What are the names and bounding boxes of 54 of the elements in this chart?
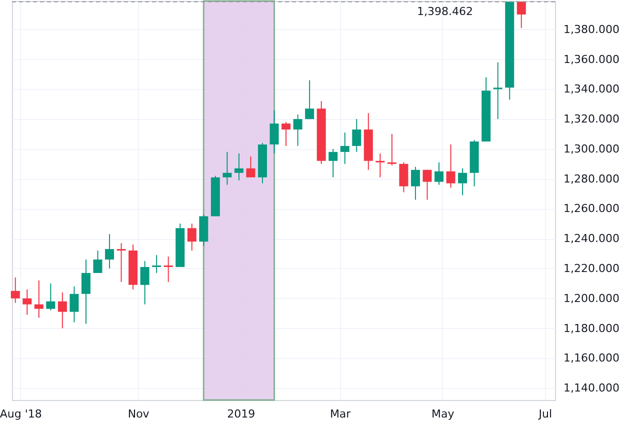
y-tick-label: 1,260.000: [564, 202, 620, 216]
candlestick: [328, 148, 338, 178]
candlestick: [140, 260, 150, 305]
y-tick-label: 1,380.000: [564, 22, 620, 36]
y-tick-label: 1,340.000: [564, 82, 620, 96]
candlestick: [434, 162, 444, 186]
y-tick-label: 1,360.000: [564, 52, 620, 66]
candlestick: [222, 151, 232, 186]
candlestick: [70, 286, 79, 323]
y-tick-label: 1,280.000: [564, 172, 620, 186]
ref-line-label: 1,398.462: [417, 4, 473, 18]
y-tick-label: 1,320.000: [564, 112, 620, 126]
candlestick: [22, 288, 32, 316]
candlestick: [10, 276, 20, 304]
candlestick: [458, 168, 468, 196]
candlestick: [93, 250, 102, 274]
candlestick: [516, 1, 526, 28]
candlestick: [34, 280, 44, 318]
candlestick: [270, 110, 279, 154]
candlestick: [116, 242, 126, 282]
candlestick: [446, 144, 456, 188]
candlestick: [293, 114, 302, 146]
candlestick: [164, 256, 173, 282]
candlestick: [399, 162, 408, 193]
candlestick: [422, 169, 432, 200]
candlestick: [46, 282, 56, 311]
candlestick: [376, 152, 385, 178]
candlestick: [246, 156, 256, 178]
y-tick-label: 1,140.000: [564, 382, 620, 395]
x-tick-label: Aug '18: [0, 408, 42, 420]
candlestick: [152, 254, 162, 274]
candlestick: [305, 80, 314, 120]
x-tick-label: 2019: [227, 408, 256, 420]
x-tick-label: Nov: [128, 408, 150, 420]
candlestick: [187, 223, 196, 252]
candlestick: [105, 234, 114, 269]
candlestick: [282, 122, 291, 146]
y-tick-label: 1,200.000: [564, 292, 620, 305]
y-tick-label: 1,220.000: [564, 262, 620, 275]
candlestick: [58, 292, 67, 329]
y-tick-label: 1,160.000: [564, 352, 620, 365]
candlestick: [340, 132, 350, 164]
candlestick: [81, 259, 90, 324]
candlestick: [410, 166, 420, 200]
candlestick: [234, 152, 244, 181]
candlestick: [493, 62, 502, 120]
candlestick: [387, 134, 396, 166]
y-tick-label: 1,240.000: [564, 232, 620, 246]
y-tick-label: 1,180.000: [564, 322, 620, 335]
x-tick-label: Jul: [538, 408, 552, 420]
candlestick: [352, 118, 362, 152]
x-tick-label: Mar: [330, 408, 352, 420]
x-tick-label: May: [431, 408, 455, 420]
y-tick-label: 1,300.000: [564, 142, 620, 156]
